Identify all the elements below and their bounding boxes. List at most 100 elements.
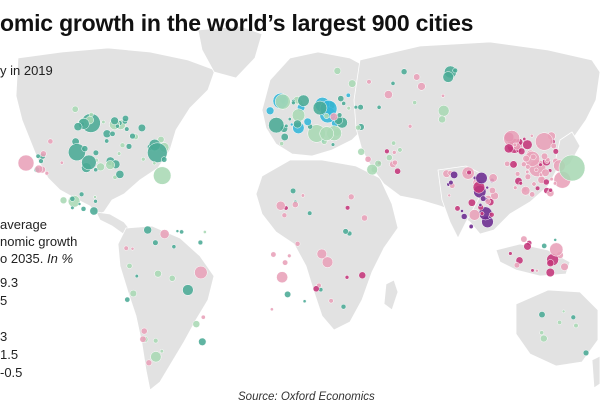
city-bubble — [119, 142, 126, 149]
legend-item: 3 — [0, 329, 8, 344]
city-bubble — [105, 160, 115, 170]
city-bubble — [35, 153, 41, 159]
city-bubble — [122, 115, 129, 122]
city-bubble — [159, 229, 170, 239]
city-bubble — [44, 170, 50, 176]
city-bubble — [123, 245, 129, 251]
city-bubble — [345, 92, 351, 98]
city-bubble — [514, 171, 521, 177]
city-bubble — [452, 67, 458, 74]
city-bubble — [157, 136, 165, 143]
city-bubble — [530, 153, 537, 161]
city-bubble — [529, 133, 534, 138]
city-bubble — [134, 274, 139, 279]
city-bubble — [508, 251, 513, 256]
city-bubble — [328, 298, 334, 304]
city-bubble — [529, 191, 536, 198]
legend-title-line: nomic growth — [0, 234, 78, 249]
city-bubble — [71, 105, 79, 113]
city-bubble — [192, 320, 201, 328]
city-bubble — [289, 122, 294, 127]
city-bubble — [265, 106, 275, 115]
city-bubble — [101, 119, 106, 125]
city-bubble — [384, 90, 393, 99]
city-bubble — [522, 139, 533, 150]
city-bubble — [342, 228, 349, 235]
city-bubble — [140, 327, 148, 335]
city-bubble — [89, 206, 99, 216]
city-bubble — [124, 126, 130, 132]
legend-title-line: o 2035. In % — [0, 251, 74, 266]
city-bubble — [561, 309, 566, 314]
city-bubble — [137, 123, 146, 132]
city-bubble — [284, 290, 292, 298]
city-bubble — [340, 303, 347, 310]
city-bubble — [394, 167, 401, 175]
city-bubble — [291, 201, 299, 208]
city-bubble — [541, 168, 550, 177]
city-bubble — [124, 296, 131, 303]
city-bubble — [460, 213, 468, 220]
city-bubble — [104, 138, 110, 144]
city-bubble — [145, 359, 153, 367]
city-bubble — [513, 185, 518, 190]
city-bubble — [358, 271, 367, 280]
city-bubble — [270, 307, 274, 312]
city-bubble — [96, 162, 105, 172]
city-bubble — [59, 160, 64, 165]
city-bubble — [38, 158, 44, 164]
city-bubble — [366, 163, 378, 176]
city-bubble — [549, 242, 564, 257]
city-bubble — [460, 209, 464, 213]
city-bubble — [548, 187, 553, 193]
city-bubble — [364, 155, 372, 163]
city-bubble — [488, 173, 498, 183]
city-bubble — [504, 160, 511, 167]
city-bubble — [480, 195, 487, 202]
city-bubble — [550, 142, 557, 149]
city-bubble — [270, 251, 277, 258]
city-bubble — [524, 173, 532, 180]
city-bubble — [558, 154, 586, 182]
city-bubble — [171, 244, 177, 250]
city-bubble — [200, 314, 206, 320]
city-bubble — [549, 177, 554, 182]
city-bubble — [468, 224, 474, 229]
city-bubble — [540, 152, 549, 160]
city-bubble — [203, 230, 207, 234]
city-bubble — [348, 79, 357, 88]
city-bubble — [93, 195, 97, 199]
city-bubbles — [17, 65, 590, 367]
city-bubble — [484, 198, 491, 205]
city-bubble — [80, 206, 87, 212]
city-bubble — [34, 164, 44, 174]
city-bubble — [279, 141, 285, 146]
city-bubble — [129, 132, 136, 140]
city-bubble — [294, 241, 301, 247]
land-greenland — [197, 25, 263, 79]
city-bubble — [513, 262, 520, 269]
city-bubble — [175, 229, 180, 233]
legend-item: 1.5 — [0, 347, 19, 362]
city-bubble — [282, 259, 289, 266]
city-bubble — [553, 238, 557, 242]
city-bubble — [412, 100, 418, 105]
city-bubble — [357, 148, 365, 156]
city-bubble — [347, 193, 355, 201]
city-bubble — [68, 143, 86, 162]
city-bubble — [475, 172, 488, 185]
city-bubble — [376, 104, 382, 110]
city-bubble — [413, 73, 421, 81]
city-bubble — [543, 178, 550, 186]
legend-item — [0, 310, 77, 328]
legend-title-line: average — [0, 217, 47, 232]
city-bubble — [538, 162, 543, 167]
city-bubble — [281, 212, 288, 219]
city-bubble — [77, 202, 82, 206]
city-bubble — [130, 246, 135, 251]
city-bubble — [479, 211, 485, 216]
city-bubble — [392, 150, 397, 155]
city-bubble — [448, 180, 454, 186]
city-bubble — [346, 106, 351, 111]
